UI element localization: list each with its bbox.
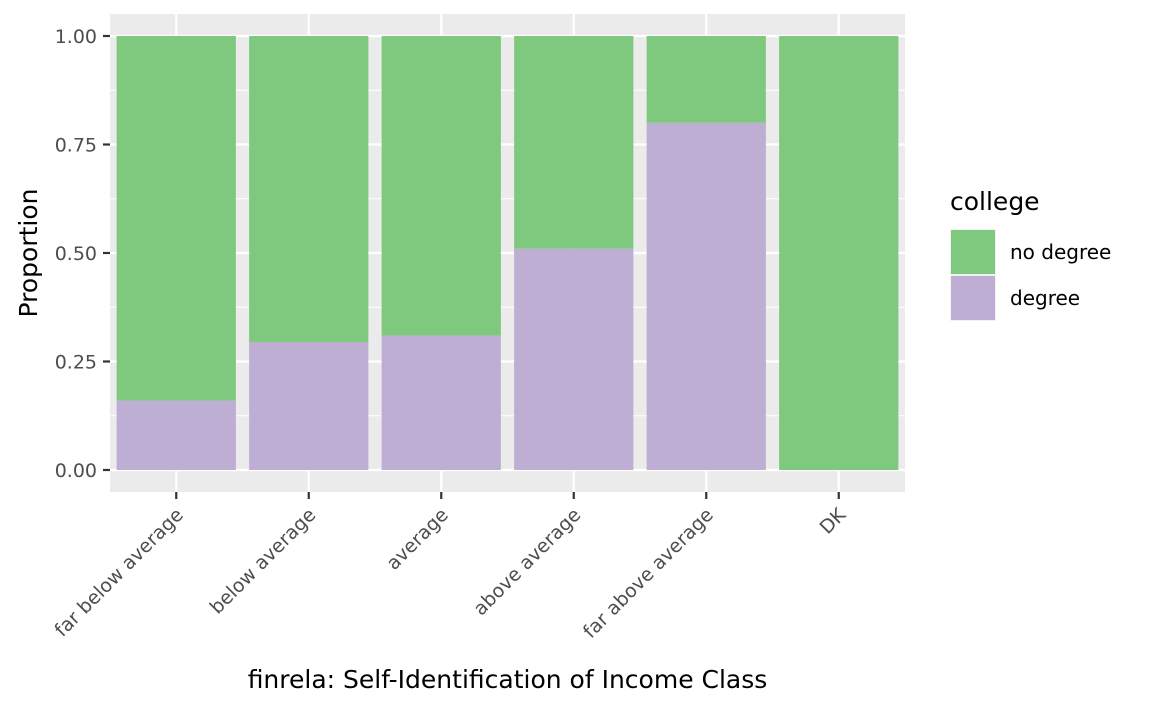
y-axis-title: Proportion [14, 189, 43, 318]
bar-no-degree [116, 36, 236, 401]
y-axis: 0.00 0.25 0.50 0.75 1.00 [55, 26, 110, 482]
y-tick-label: 0.00 [55, 460, 97, 482]
bars [116, 36, 899, 471]
legend-label: degree [1010, 286, 1080, 310]
bar-degree [646, 122, 766, 471]
bar-no-degree [381, 36, 501, 336]
y-tick-label: 0.50 [55, 243, 97, 265]
x-tick-label: above average [469, 504, 585, 620]
x-tick-label: far below average [50, 504, 187, 641]
x-axis: far below average below average average abo… [50, 492, 851, 643]
bar-degree [249, 341, 369, 470]
x-axis-title: finrela: Self-Identification of Income C… [248, 665, 768, 694]
bar-degree [381, 335, 501, 470]
legend-label: no degree [1010, 240, 1111, 264]
bar-no-degree [514, 36, 634, 249]
bar-degree [116, 400, 236, 470]
bar-degree [514, 248, 634, 470]
legend-key-no-degree [951, 230, 995, 274]
y-tick-label: 1.00 [55, 26, 97, 48]
legend-title: college [950, 187, 1040, 216]
bar-no-degree [249, 36, 369, 342]
x-tick-label: DK [816, 504, 851, 539]
x-tick-label: below average [206, 504, 321, 619]
bar-no-degree [779, 36, 899, 470]
y-tick-label: 0.75 [55, 135, 97, 157]
legend-key-degree [951, 276, 995, 320]
x-tick-label: average [382, 504, 453, 575]
bar-no-degree [646, 36, 766, 123]
legend: college no degree degree [950, 187, 1111, 321]
x-tick-label: far above average [579, 504, 718, 643]
grid-minor [110, 89, 905, 417]
y-tick-label: 0.25 [55, 352, 97, 374]
